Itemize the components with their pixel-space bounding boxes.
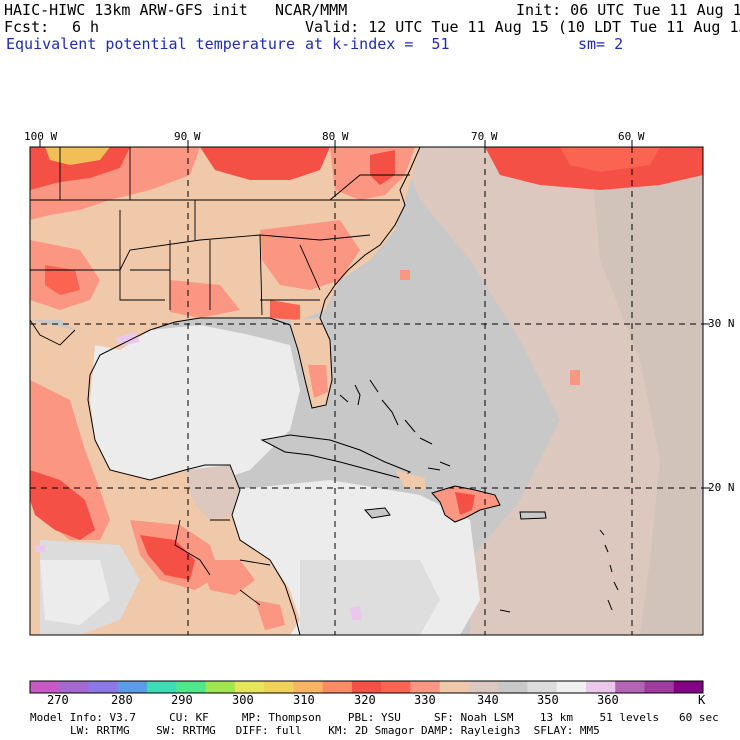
- lon-label-70w: 70 W: [471, 130, 498, 143]
- colorbar-border: [29, 680, 704, 694]
- us-land: [30, 147, 420, 350]
- smoothing-label: sm= 2: [578, 35, 624, 53]
- coastlines: [87, 147, 421, 635]
- colorbar-swatch: [556, 681, 587, 693]
- colorbar-swatch: [673, 681, 704, 693]
- gulf-region: [90, 325, 300, 480]
- lat-label-20n: 20 N: [708, 481, 735, 494]
- model-info-line2: LW: RRTMG SW: RRTMG DIFF: full KM: 2D Sm…: [70, 724, 600, 737]
- colorbar-swatch: [264, 681, 294, 693]
- state-borders: [30, 147, 410, 606]
- colorbar-tick-270: 270: [47, 693, 69, 707]
- lon-label-100w: 100 W: [24, 130, 58, 143]
- colorbar-swatch: [176, 681, 207, 693]
- colorbar-tick-360: 360: [597, 693, 619, 707]
- colorbar-tick-290: 290: [171, 693, 193, 707]
- init-time: Init: 06 UTC Tue 11 Aug 15: [516, 1, 740, 19]
- colorbar-swatch: [468, 681, 499, 693]
- model-title: HAIC-HIWC 13km ARW-GFS init: [4, 1, 248, 19]
- colorbar-swatch: [527, 681, 558, 693]
- org-label: NCAR/MMM: [275, 1, 348, 19]
- forecast-hour: 6 h: [72, 18, 100, 36]
- colorbar-tick-330: 330: [414, 693, 436, 707]
- colorbar-swatch: [59, 681, 90, 693]
- lesser-antilles: [499, 529, 619, 613]
- colorbar-swatch: [147, 681, 177, 693]
- forecast-label: Fcst:: [4, 18, 50, 36]
- colorbar-swatch: [322, 681, 353, 693]
- colorbar-swatch: [117, 681, 148, 693]
- colorbar-swatch: [498, 681, 528, 693]
- colorbar-swatch: [644, 681, 675, 693]
- colorbar-swatch: [293, 681, 324, 693]
- colorbar-swatch: [410, 681, 441, 693]
- colorbar-swatch: [234, 681, 265, 693]
- lon-label-60w: 60 W: [618, 130, 645, 143]
- colorbar-tick-310: 310: [293, 693, 315, 707]
- valid-time: Valid: 12 UTC Tue 11 Aug 15 (10 LDT Tue …: [305, 18, 740, 36]
- colorbar-swatch: [88, 681, 119, 693]
- colorbar-swatch: [381, 681, 411, 693]
- colorbar-swatch: [439, 681, 470, 693]
- colorbar-swatch: [351, 681, 382, 693]
- colorbar-tick-340: 340: [477, 693, 499, 707]
- grid-lines: [30, 147, 703, 635]
- colorbar-tick-320: 320: [354, 693, 376, 707]
- colorbar-tick-280: 280: [111, 693, 133, 707]
- bahamas: [339, 379, 451, 471]
- level-label: at k-index = 51: [305, 35, 450, 53]
- colorbar-swatch: [585, 681, 616, 693]
- colorbar-tick-300: 300: [232, 693, 254, 707]
- lon-label-90w: 90 W: [174, 130, 201, 143]
- lat-label-30n: 30 N: [708, 317, 735, 330]
- colorbar: [29, 680, 704, 694]
- colorbar-tick-350: 350: [537, 693, 559, 707]
- field-name: Equivalent potential temperature: [6, 35, 295, 53]
- lon-label-80w: 80 W: [322, 130, 349, 143]
- colorbar-swatch: [30, 681, 60, 693]
- model-info-line1: Model Info: V3.7 CU: KF MP: Thompson PBL…: [30, 711, 719, 724]
- map-frame: [29, 146, 704, 636]
- colorbar-unit: K: [698, 693, 706, 707]
- colorbar-swatch: [615, 681, 645, 693]
- colorbar-swatch: [205, 681, 236, 693]
- jamaica: [363, 507, 391, 519]
